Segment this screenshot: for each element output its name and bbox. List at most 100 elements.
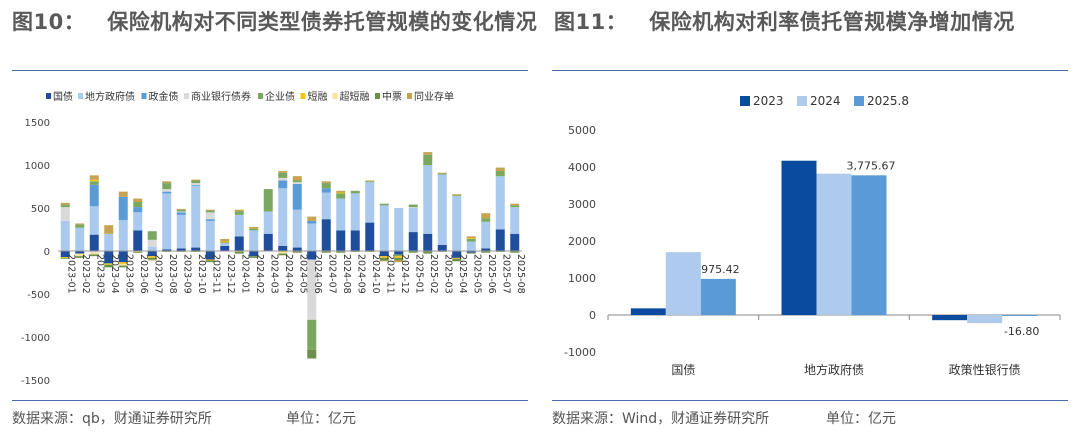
bar-segment-2025-05-7 <box>466 252 476 254</box>
bar-segment-2025-08-1 <box>510 207 520 234</box>
legend-label-8: 同业存单 <box>414 90 454 103</box>
bar-segment-2023-05-1 <box>118 220 128 251</box>
bar-segment-2023-01-5 <box>60 257 70 258</box>
bar-segment-2024-01-7 <box>234 251 244 254</box>
bar-segment-2024-12-5 <box>394 256 404 258</box>
bar-segment-2024-11-8 <box>379 260 389 262</box>
bar-segment-2024-12-8 <box>394 260 404 263</box>
bar-segment-2023-06-7 <box>133 251 143 253</box>
bar-segment-2023-09-8 <box>176 208 186 210</box>
bar-segment-2024-06-8 <box>307 216 317 221</box>
bar-segment-2025-02-7 <box>423 251 433 254</box>
legend-swatch-0 <box>740 96 750 106</box>
bar-segment-2025-08-7 <box>510 251 520 253</box>
bar-segment-2023-07-3 <box>147 239 157 247</box>
x-tick-label-21: 2024-10 <box>370 254 381 294</box>
x-tick-label-22: 2024-11 <box>384 254 395 294</box>
right-title-text: 保险机构对利率债托管规模净增加情况 <box>649 10 1015 34</box>
bar-segment-2025-05-5 <box>466 238 476 239</box>
y-tick-label-6: 5000 <box>568 124 596 137</box>
bar-segment-2024-03-4 <box>263 189 273 212</box>
bar-segment-2025-05-1 <box>466 241 476 251</box>
bar-segment-2023-04-0 <box>104 251 114 264</box>
bar-segment-2024-02-8 <box>249 226 259 229</box>
bar-地方政府债-2025.8 <box>851 175 887 315</box>
bar-segment-2023-08-3 <box>162 189 172 192</box>
bar-segment-2025-04-5 <box>452 257 462 259</box>
bar-segment-2024-01-1 <box>234 214 244 237</box>
bar-segment-2024-12-7 <box>394 257 404 261</box>
bar-segment-2023-05-2 <box>118 196 128 221</box>
left-chart-title: 图10： 保险机构对不同类型债券托管规模的变化情况 <box>12 6 537 38</box>
bar-segment-2025-07-0 <box>495 229 505 251</box>
bar-segment-2024-10-1 <box>365 182 375 223</box>
bar-segment-2024-04-3 <box>278 177 288 181</box>
x-tick-label-31: 2025-08 <box>515 254 526 294</box>
x-tick-label-9: 2023-10 <box>196 254 207 294</box>
legend-label-6: 超短融 <box>340 90 370 103</box>
legend-swatch-3 <box>184 93 189 99</box>
bar-segment-2024-06-1 <box>307 223 317 251</box>
legend-swatch-4 <box>258 93 263 99</box>
y-tick-label-0: -1000 <box>564 346 596 359</box>
right-grouped-bar-chart: 2023 2024 2025.8 -1000 0 1000 2000 3000 4000 5000… <box>564 94 1061 377</box>
bar-国债-2023 <box>630 308 666 315</box>
bar-segment-2023-11-3 <box>205 212 215 220</box>
bar-segment-2023-04-5 <box>104 263 114 265</box>
bar-segment-2023-05-6 <box>118 263 128 266</box>
bar-segment-2023-03-5 <box>89 179 99 182</box>
x-tick-label-12: 2024-01 <box>239 254 250 294</box>
legend-label-1: 2024 <box>810 94 841 108</box>
bar-segment-2024-08-8 <box>336 190 346 193</box>
bar-segment-2025-02-1 <box>423 165 433 234</box>
x-tick-label-0: 国债 <box>671 363 695 377</box>
bar-segment-2023-06-8 <box>133 198 143 202</box>
bar-segment-2023-01-0 <box>60 251 70 258</box>
bar-segment-2023-10-1 <box>191 185 201 248</box>
bar-segment-2025-02-0 <box>423 233 433 251</box>
bar-segment-2025-01-7 <box>408 251 418 253</box>
bar-segment-2023-12-4 <box>220 242 230 244</box>
bar-segment-2024-02-0 <box>249 251 259 257</box>
bar-segment-2023-01-1 <box>60 220 70 251</box>
x-tick-label-0: 2023-01 <box>65 254 76 294</box>
legend-swatch-0 <box>46 93 51 99</box>
x-tick-label-30: 2025-07 <box>500 254 511 294</box>
legend-swatch-8 <box>407 93 412 99</box>
x-tick-label-10: 2023-11 <box>210 254 221 294</box>
bar-segment-2023-03-8 <box>89 175 99 180</box>
bar-segment-2025-03-1 <box>437 174 447 245</box>
legend-label-5: 短融 <box>308 90 328 103</box>
legend-swatch-2 <box>141 93 147 99</box>
bar-政策性银行债-2023 <box>932 315 968 321</box>
bar-segment-2024-07-4 <box>321 183 331 189</box>
bar-segment-2024-05-4 <box>292 180 302 183</box>
bar-segment-2025-01-4 <box>408 204 418 208</box>
bar-segment-2024-11-7 <box>379 257 389 261</box>
left-title-number: 图10： <box>12 10 86 34</box>
bar-segment-2024-10-4 <box>365 181 375 183</box>
right-title-number: 图11： <box>554 10 628 34</box>
bar-segment-2023-03-6 <box>89 252 99 255</box>
bar-segment-2023-05-5 <box>118 262 128 264</box>
x-tick-label-13: 2024-02 <box>254 254 265 294</box>
legend-swatch-2 <box>854 96 864 106</box>
right-unit: 单位：亿元 <box>826 411 896 427</box>
left-title-text: 保险机构对不同类型债券托管规模的变化情况 <box>107 10 538 34</box>
x-tick-label-27: 2025-04 <box>457 254 468 294</box>
x-tick-label-2: 2023-03 <box>94 254 105 294</box>
bar-segment-2024-11-0 <box>379 251 389 257</box>
bar-segment-2023-07-1 <box>147 246 157 251</box>
bar-segment-2025-01-0 <box>408 232 418 251</box>
legend-label-7: 中票 <box>382 90 402 103</box>
bar-segment-2023-02-7 <box>75 256 85 258</box>
bar-segment-2023-09-2 <box>176 212 186 215</box>
legend-label-0: 国债 <box>53 90 73 103</box>
left-source: 数据来源：qb，财通证券研究所 <box>12 411 212 427</box>
bar-segment-2024-07-7 <box>321 251 331 253</box>
x-tick-label-6: 2023-07 <box>152 254 163 294</box>
bar-segment-2024-05-7 <box>292 251 302 253</box>
bar-segment-2024-01-4 <box>234 211 244 215</box>
bar-segment-2023-11-4 <box>205 210 215 213</box>
bar-segment-2024-06-0 <box>307 251 317 260</box>
